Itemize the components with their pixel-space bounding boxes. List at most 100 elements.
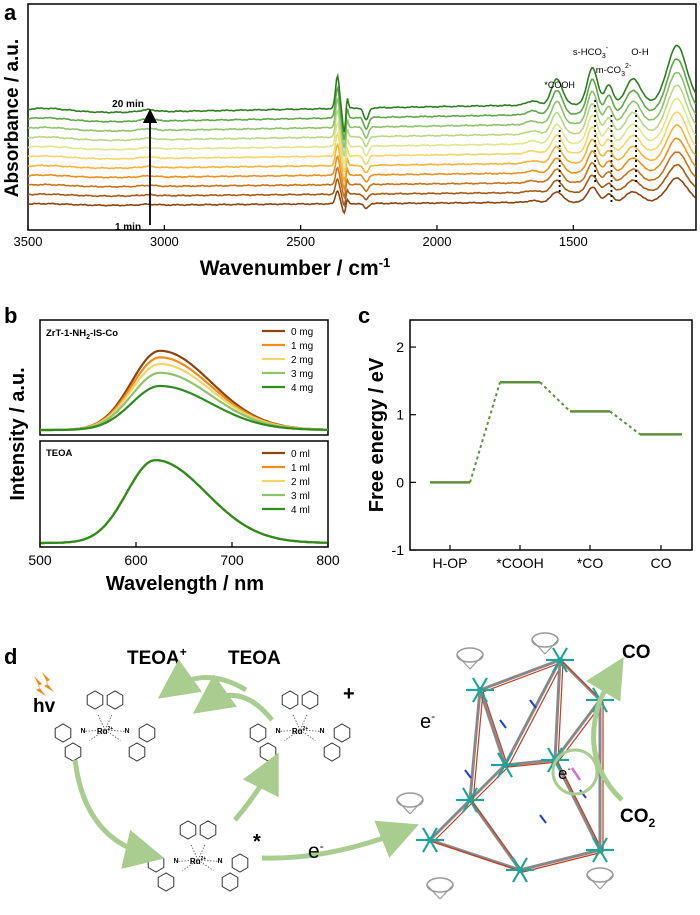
ru-complex-oxidized: Ru2+ N N	[249, 690, 351, 762]
ring	[259, 742, 277, 762]
panel-label-d: d	[4, 644, 17, 669]
coordination-bond	[89, 729, 106, 741]
legend-label: 0 ml	[291, 449, 310, 460]
cp-bond	[396, 799, 411, 815]
panel-label-c: c	[358, 303, 370, 328]
legend-label: 3 mg	[291, 369, 313, 380]
n-atom: N	[319, 728, 324, 735]
zr-node	[597, 847, 603, 853]
co2-reduction-arrow	[585, 657, 624, 802]
legend-label: 0 mg	[291, 327, 313, 338]
electron-label-2: e-	[420, 709, 435, 733]
coordination-bond	[104, 729, 121, 741]
panel-b-top-legend: 0 mg 1 mg 2 mg 3 mg 4 mg	[262, 327, 313, 394]
teoa-oxidized-label: TEOA+	[127, 645, 187, 669]
hv-label: hv	[33, 696, 56, 717]
linker-o	[432, 801, 474, 843]
linker-o	[557, 761, 604, 853]
cp-bond	[544, 639, 559, 655]
superscript: 2-	[625, 63, 632, 70]
n-accent	[529, 699, 537, 709]
electron-transfer-arrow	[261, 820, 419, 861]
annotation-cooh: *COOH	[544, 80, 575, 90]
spectrum-line	[27, 111, 697, 173]
pl-line	[40, 371, 329, 432]
panel-b-top-plot	[40, 349, 329, 432]
ru-complex-ground: Ru2+ N N	[54, 690, 156, 762]
legend-label: 4 mg	[291, 383, 313, 394]
ru-complex-excited: Ru2+ N N	[147, 820, 249, 892]
panel-b-top-title: ZrT-1-NH2-IS-Co	[46, 328, 118, 341]
category-label: *CO	[577, 555, 604, 571]
coordination-bond	[104, 729, 127, 732]
tick-label: 700	[220, 552, 244, 568]
n-atom: N	[217, 858, 222, 865]
zr-node	[557, 657, 563, 663]
spectrum-line	[27, 163, 697, 208]
n-accent	[499, 719, 507, 729]
coordination-bond	[83, 729, 106, 732]
zr-node	[502, 762, 508, 768]
panel-a-plot	[27, 44, 697, 215]
connector	[469, 381, 501, 483]
annotation-hco3: s-HCO3-	[573, 45, 609, 60]
pl-line	[40, 459, 328, 545]
excitation-arrow	[72, 759, 165, 869]
ru-center: Ru2+	[97, 726, 113, 736]
n-atom: N	[124, 728, 129, 735]
subscript: 3	[602, 53, 606, 60]
spectrum-line	[27, 137, 697, 192]
tick-label: -1	[392, 542, 405, 558]
co-product-label: CO	[622, 642, 651, 663]
panel-b-xticks: 500 600 700 800	[28, 542, 340, 568]
annotation-oh: O-H	[631, 47, 649, 58]
ring	[106, 690, 124, 710]
cp-bond	[599, 874, 614, 890]
ring	[249, 723, 267, 743]
panel-a-annotations: *COOH s-HCO3- m-CO32- O-H	[544, 45, 648, 90]
time-label-end: 20 min	[112, 99, 144, 110]
subscript: 3	[621, 71, 625, 78]
tick-label: 2000	[423, 234, 452, 249]
superscript: 2+	[302, 726, 308, 732]
teoa-arrow	[157, 659, 248, 699]
linker	[428, 798, 472, 842]
linker	[553, 659, 562, 761]
zr-node	[427, 837, 433, 843]
panel-b-top-frame	[39, 319, 329, 436]
n-atom: N	[173, 858, 178, 865]
lightning-icon	[34, 672, 54, 696]
linker-o	[507, 661, 564, 768]
spectrum-line	[27, 44, 697, 133]
tick-label: 2500	[286, 234, 315, 249]
teoa-label: TEOA	[228, 648, 281, 669]
linker	[468, 799, 522, 871]
panel-b-bottom-legend: 0 ml 1 ml 2 ml 3 ml 4 ml	[262, 449, 310, 516]
n-accent	[464, 769, 472, 779]
panel-b-bottom-plot	[40, 459, 328, 545]
n-atom: N	[275, 728, 280, 735]
panel-label-b: b	[4, 303, 17, 328]
legend-label: 1 ml	[291, 463, 310, 474]
excited-star: *	[253, 831, 261, 853]
linker	[519, 848, 601, 872]
ring	[138, 723, 156, 743]
linker	[558, 658, 602, 702]
linker-o	[472, 766, 509, 803]
coordination-bond	[299, 729, 316, 741]
cp-bond	[426, 884, 441, 900]
legend-label: 3 ml	[291, 491, 310, 502]
ring	[221, 872, 239, 892]
panel-b-xlabel: Wavelength / nm	[106, 573, 264, 595]
zr-node	[477, 687, 483, 693]
legend-label: 1 mg	[291, 341, 313, 352]
quench-arrow	[233, 752, 279, 822]
ring	[281, 690, 299, 710]
tick-label: 3000	[150, 234, 179, 249]
tick-label: 2	[396, 339, 404, 355]
cp-bond	[439, 884, 454, 900]
linker-o	[482, 691, 509, 768]
ring	[128, 742, 146, 762]
coordination-bond	[284, 729, 301, 741]
